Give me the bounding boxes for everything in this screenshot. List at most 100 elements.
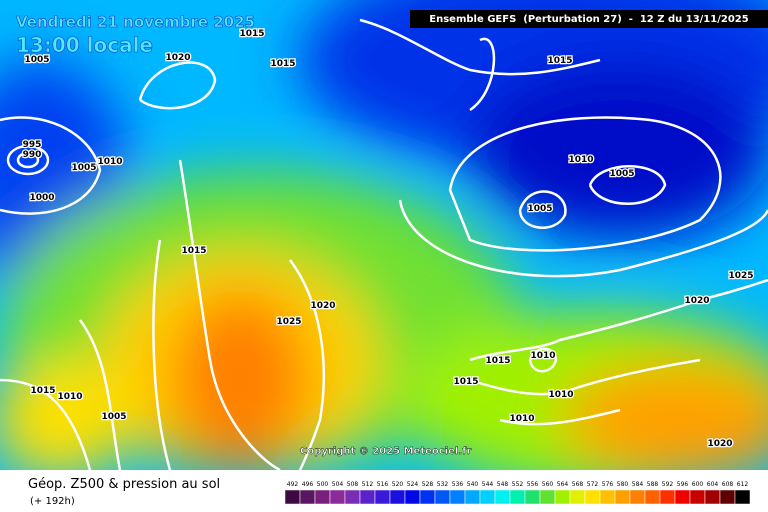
scale-swatch <box>329 489 346 505</box>
scale-swatch <box>734 489 751 505</box>
scale-swatch <box>494 489 511 505</box>
isobar-label: 1005 <box>609 169 634 179</box>
scale-label: 496 <box>302 481 314 488</box>
color-scale: 492 496 500 504 508 512 516 520 524 528 532 536 540 5… <box>284 481 751 505</box>
scale-swatch <box>674 489 691 505</box>
isobar-label: 1015 <box>485 356 510 366</box>
scale-swatch <box>299 489 316 505</box>
scale-swatch <box>704 489 721 505</box>
scale-label: 524 <box>407 481 419 488</box>
scale-label: 588 <box>647 481 659 488</box>
scale-swatch <box>404 489 421 505</box>
scale-swatch <box>644 489 661 505</box>
scale-label: 540 <box>467 481 479 488</box>
model: Ensemble GEFS (Perturbation 27) - 12 Z d… <box>429 14 748 25</box>
scale-label: 612 <box>737 481 749 488</box>
scale-label: 596 <box>677 481 689 488</box>
scale-label: 604 <box>707 481 719 488</box>
isobar-label: 1005 <box>24 55 49 65</box>
isobar-label: 1015 <box>181 246 206 256</box>
scale-swatch <box>509 489 526 505</box>
date: Vendredi 21 novembre 2025 <box>16 13 255 31</box>
isobar-label: 1000 <box>29 193 54 203</box>
isobar-label: 995 <box>23 140 42 150</box>
scale-label: 504 <box>332 481 344 488</box>
scale-label: 548 <box>497 481 509 488</box>
scale-swatch <box>464 489 481 505</box>
isobar-label: 1010 <box>509 414 534 424</box>
isobar-label: 1020 <box>165 53 190 63</box>
scale-swatch <box>659 489 676 505</box>
scale-swatch <box>434 489 451 505</box>
time: 13:00 locale <box>16 33 153 57</box>
scale-swatch <box>344 489 361 505</box>
isobar-label: 1020 <box>707 439 732 449</box>
isobar-label: 1005 <box>71 163 96 173</box>
scale-label: 492 <box>287 481 299 488</box>
scale-label: 556 <box>527 481 539 488</box>
scale-label: 512 <box>362 481 374 488</box>
scale-swatch <box>689 489 706 505</box>
scale-label: 560 <box>542 481 554 488</box>
scale-label: 500 <box>317 481 329 488</box>
isobar-label: 1015 <box>453 377 478 387</box>
scale-swatch <box>554 489 571 505</box>
scale-label: 552 <box>512 481 524 488</box>
scale-label: 508 <box>347 481 359 488</box>
isobar-label: 1020 <box>684 296 709 306</box>
model-box <box>410 10 768 28</box>
isobar-label: 1015 <box>270 59 295 69</box>
scale-label: 576 <box>602 481 614 488</box>
scale-swatch <box>584 489 601 505</box>
scale-label: 572 <box>587 481 599 488</box>
scale-label: 608 <box>722 481 734 488</box>
isobar-label: 1010 <box>548 390 573 400</box>
isobar-label: 1005 <box>527 204 552 214</box>
scale-label: 520 <box>392 481 404 488</box>
scale-swatch <box>284 489 301 505</box>
scale-label: 564 <box>557 481 569 488</box>
isobar-label: 1020 <box>310 301 335 311</box>
isobar-label: 1010 <box>97 157 122 167</box>
isobar-label: 1015 <box>547 56 572 66</box>
scale-swatch <box>614 489 631 505</box>
scale-label: 592 <box>662 481 674 488</box>
isobar-label: 1010 <box>568 155 593 165</box>
scale-swatch <box>449 489 466 505</box>
header: Vendredi 21 novembre 2025 13:00 locale E… <box>16 10 768 57</box>
isobar-label: 1025 <box>728 271 753 281</box>
scale-swatch <box>569 489 586 505</box>
scale-label: 600 <box>692 481 704 488</box>
scale-swatch <box>359 489 376 505</box>
footer-title: Géop. Z500 & pression au sol <box>28 477 220 492</box>
isobar-labels: 1005 102010151015995990100510101000101510… <box>21 28 754 451</box>
scale-swatch <box>719 489 736 505</box>
scale-label: 516 <box>377 481 389 488</box>
scale-label: 584 <box>632 481 644 488</box>
scale-swatch <box>374 489 391 505</box>
scale-swatch <box>314 489 331 505</box>
isobar-label: 1015 <box>30 386 55 396</box>
isobars <box>0 18 768 472</box>
scale-label: 544 <box>482 481 494 488</box>
scale-label: 536 <box>452 481 464 488</box>
scale-swatch <box>524 489 541 505</box>
footer-lead: (+ 192h) <box>30 496 75 507</box>
isobar-label: 1025 <box>276 317 301 327</box>
copyright: Copyright © 2025 Meteociel.fr <box>300 446 471 457</box>
scale-swatch <box>599 489 616 505</box>
scale-label: 528 <box>422 481 434 488</box>
scale-swatch <box>479 489 496 505</box>
isobar-label: 1015 <box>239 29 264 39</box>
scale-swatch <box>389 489 406 505</box>
scale-swatch <box>629 489 646 505</box>
scale-label: 568 <box>572 481 584 488</box>
scale-label: 532 <box>437 481 449 488</box>
isobar-label: 1010 <box>57 392 82 402</box>
isobar-label: 990 <box>23 150 42 160</box>
scale-label: 580 <box>617 481 629 488</box>
isobar-label: 1005 <box>101 412 126 422</box>
isobar-label: 1010 <box>530 351 555 361</box>
